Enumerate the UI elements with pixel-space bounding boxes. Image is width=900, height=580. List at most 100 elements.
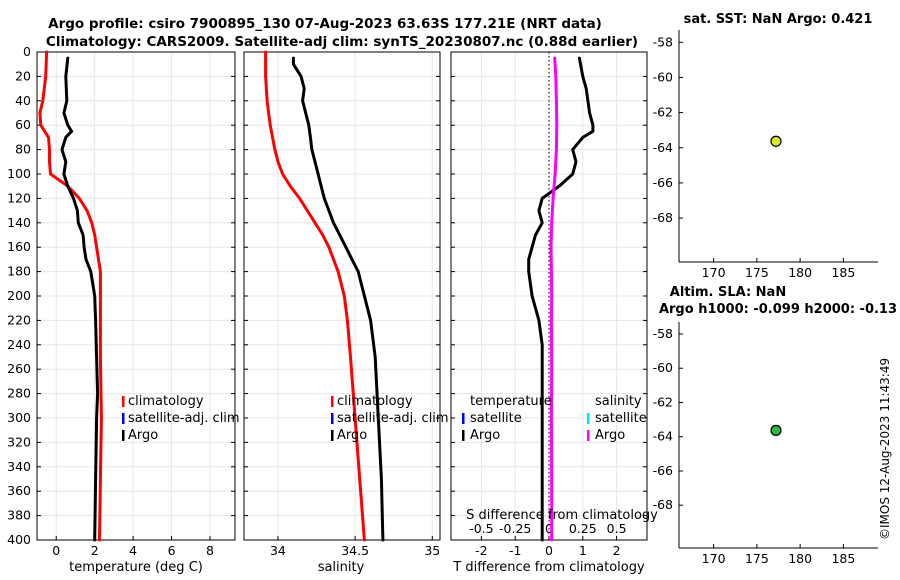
legend-swatch-satellite xyxy=(331,413,334,424)
s-tick-label: 0.25 xyxy=(569,521,597,536)
x-tick-label: -2 xyxy=(475,543,487,558)
x-tick-label: 34 xyxy=(270,543,286,558)
x-tick-label: 0 xyxy=(545,543,553,558)
map-x-tick-label: 185 xyxy=(831,265,855,280)
map-x-tick-label: 175 xyxy=(745,551,769,566)
salinity-xlabel: salinity xyxy=(318,560,365,575)
legend-label-argo: Argo xyxy=(128,428,158,443)
series-line-temperature-1 xyxy=(60,56,100,542)
x-tick-label: 1 xyxy=(579,543,587,558)
map-x-tick-label: 170 xyxy=(702,551,726,566)
depth-tick-label: 160 xyxy=(7,239,31,254)
figure-title-line2: Climatology: CARS2009. Satellite-adj cli… xyxy=(46,34,638,50)
series-line-difference-0 xyxy=(527,56,595,542)
s-tick-label: 0 xyxy=(545,521,553,536)
series-line-difference-1 xyxy=(549,56,559,542)
sst-map-title: sat. SST: NaN Argo: 0.421 xyxy=(684,12,873,27)
axes-frames xyxy=(36,30,878,549)
legend-title-temperature: temperature xyxy=(470,394,552,409)
map-x-tick-label: 185 xyxy=(831,551,855,566)
salinity-legend: climatology satellite-adj. clim Argo xyxy=(331,394,449,443)
depth-tick-label: 100 xyxy=(7,166,31,181)
depth-tick-label: 300 xyxy=(7,410,31,425)
figure-title-line1: Argo profile: csiro 7900895_130 07-Aug-2… xyxy=(48,16,602,32)
depth-tick-label: 20 xyxy=(15,68,31,83)
depth-tick-label: 340 xyxy=(7,459,31,474)
map-y-tick-label: -60 xyxy=(653,69,673,84)
depth-tick-label: 360 xyxy=(7,483,31,498)
legend-title-salinity: salinity xyxy=(595,394,642,409)
map-x-tick-label: 180 xyxy=(788,551,812,566)
depth-tick-label: 200 xyxy=(7,288,31,303)
difference-xlabel-salinity: S difference from climatology xyxy=(466,508,658,523)
x-tick-label: 2 xyxy=(613,543,621,558)
x-tick-label: 6 xyxy=(168,543,176,558)
legend-label-satellite: satellite xyxy=(470,411,522,426)
temperature-xlabel: temperature (deg C) xyxy=(69,560,203,575)
legend-swatch-argo xyxy=(587,430,590,441)
difference-xlabel: T difference from climatology xyxy=(452,560,645,575)
map-y-tick-label: -64 xyxy=(653,429,673,444)
series-line-salinity-0 xyxy=(264,50,366,542)
depth-tick-label: 140 xyxy=(7,215,31,230)
legend-label-satellite: satellite-adj. clim xyxy=(128,411,240,426)
depth-tick-label: 380 xyxy=(7,508,31,523)
series-line-temperature-0 xyxy=(38,50,103,542)
legend-swatch-argo xyxy=(122,430,125,441)
series-line-salinity-1 xyxy=(291,56,385,542)
map-x-tick-label: 175 xyxy=(745,265,769,280)
difference-legend-salinity: salinity satellite Argo xyxy=(587,394,647,443)
x-tick-label: 0 xyxy=(52,543,60,558)
x-tick-label: 35 xyxy=(424,543,440,558)
legend-label-satellite: satellite xyxy=(595,411,647,426)
map-y-tick-label: -66 xyxy=(653,175,673,190)
legend-label-climatology: climatology xyxy=(128,394,204,409)
s-tick-label: -0.25 xyxy=(499,521,531,536)
x-tick-label: 34.5 xyxy=(341,543,369,558)
map-y-tick-label: -60 xyxy=(653,360,673,375)
legend-label-climatology: climatology xyxy=(337,394,413,409)
temperature-legend: climatology satellite-adj. clim Argo xyxy=(122,394,240,443)
depth-tick-label: 80 xyxy=(15,142,31,157)
plot-content: 0204060801001201401601802002202402602803… xyxy=(7,34,855,566)
sla-map-subtitle: Argo h1000: -0.099 h2000: -0.13 xyxy=(659,302,897,317)
difference-legend-temperature: temperature satellite Argo xyxy=(462,394,552,443)
depth-tick-label: 0 xyxy=(23,44,31,59)
depth-tick-label: 60 xyxy=(15,117,31,132)
map-y-tick-label: -68 xyxy=(653,210,673,225)
legend-swatch-satellite xyxy=(462,413,465,424)
depth-tick-label: 220 xyxy=(7,312,31,327)
x-tick-label: -1 xyxy=(509,543,521,558)
depth-tick-label: 280 xyxy=(7,386,31,401)
depth-tick-label: 240 xyxy=(7,337,31,352)
map-y-tick-label: -64 xyxy=(653,140,673,155)
map-y-tick-label: -62 xyxy=(653,394,673,409)
imos-timestamp: ©IMOS 12-Aug-2023 11:43:49 xyxy=(878,358,892,540)
map-x-tick-label: 170 xyxy=(702,265,726,280)
legend-label-argo: Argo xyxy=(337,428,367,443)
legend-swatch-argo xyxy=(462,430,465,441)
profile-location-marker xyxy=(770,424,782,436)
profile-location-marker xyxy=(770,135,782,147)
depth-tick-label: 120 xyxy=(7,190,31,205)
axes-box-salinity xyxy=(243,51,441,541)
map-y-tick-label: -58 xyxy=(653,326,673,341)
axes-box-temperature xyxy=(36,51,236,541)
x-tick-label: 4 xyxy=(129,543,137,558)
map-y-tick-label: -58 xyxy=(653,34,673,49)
legend-label-satellite: satellite-adj. clim xyxy=(337,411,449,426)
legend-label-argo: Argo xyxy=(470,428,500,443)
map-y-tick-label: -68 xyxy=(653,497,673,512)
depth-tick-label: 40 xyxy=(15,93,31,108)
depth-tick-label: 260 xyxy=(7,361,31,376)
x-tick-label: 8 xyxy=(206,543,214,558)
legend-swatch-argo xyxy=(331,430,334,441)
legend-swatch-satellite xyxy=(122,413,125,424)
depth-tick-label: 400 xyxy=(7,532,31,547)
s-tick-label: 0.5 xyxy=(607,521,627,536)
legend-swatch-climatology xyxy=(331,396,334,407)
depth-tick-label: 320 xyxy=(7,434,31,449)
legend-swatch-climatology xyxy=(122,396,125,407)
sla-map-title: Altim. SLA: NaN xyxy=(670,285,786,300)
